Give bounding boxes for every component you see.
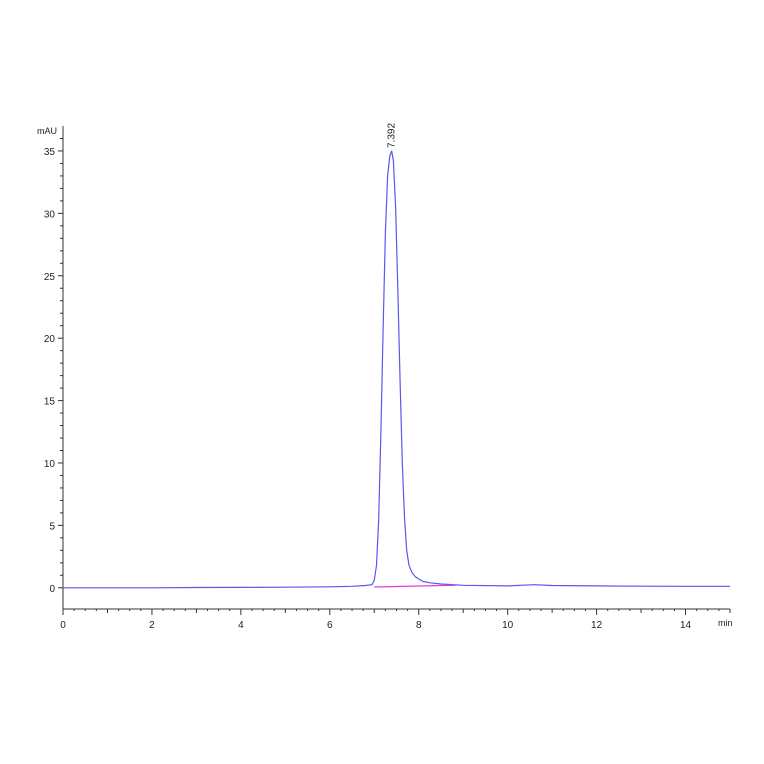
y-tick-label: 20 bbox=[44, 334, 56, 345]
x-tick-label: 14 bbox=[680, 620, 692, 631]
y-tick-label: 0 bbox=[49, 584, 55, 595]
y-tick-label: 30 bbox=[44, 209, 56, 220]
x-tick-label: 4 bbox=[238, 620, 244, 631]
y-tick-label: 25 bbox=[44, 272, 56, 283]
x-tick-label: 2 bbox=[149, 620, 155, 631]
x-tick-label: 0 bbox=[60, 620, 66, 631]
series-layer bbox=[63, 150, 730, 589]
y-tick-label: 5 bbox=[49, 521, 55, 532]
x-tick-label: 10 bbox=[502, 620, 514, 631]
y-axis: 0 5 10 15 20 25 30 35 mAU bbox=[37, 126, 64, 609]
y-tick-label: 35 bbox=[44, 147, 56, 158]
x-axis: 0 2 4 6 8 10 12 14 min bbox=[60, 608, 733, 631]
x-tick-label: 12 bbox=[591, 620, 603, 631]
x-tick-label: 6 bbox=[327, 620, 333, 631]
y-unit-label: mAU bbox=[37, 126, 57, 136]
y-ticks: 0 5 10 15 20 25 30 35 bbox=[44, 137, 63, 595]
peak-retention-label: 7.392 bbox=[387, 122, 398, 147]
y-tick-label: 10 bbox=[44, 459, 56, 470]
baseline-line bbox=[374, 584, 457, 588]
y-tick-label: 15 bbox=[44, 397, 56, 408]
signal-trace-line bbox=[63, 150, 730, 589]
x-ticks: 0 2 4 6 8 10 12 14 bbox=[60, 609, 731, 631]
x-tick-label: 8 bbox=[416, 620, 422, 631]
x-unit-label: min bbox=[718, 618, 733, 628]
annotation-layer: 7.392 bbox=[387, 122, 398, 147]
